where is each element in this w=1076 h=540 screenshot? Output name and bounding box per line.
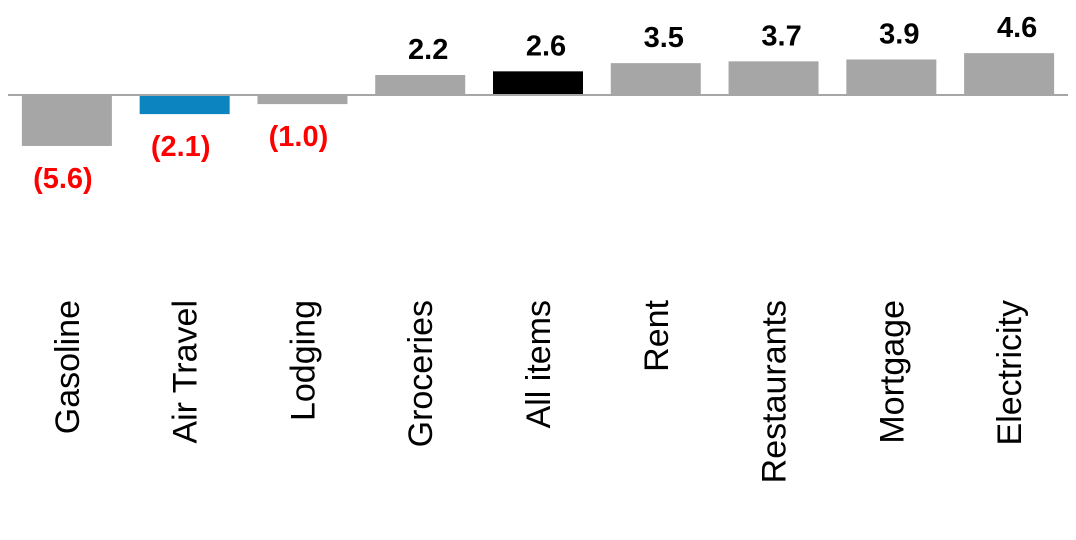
category-label: Mortgage — [873, 300, 911, 444]
category-label: Electricity — [991, 300, 1029, 445]
category-label: Groceries — [402, 300, 440, 447]
category-label: Restaurants — [756, 300, 794, 483]
category-label: All items — [520, 300, 558, 428]
category-label: Lodging — [284, 300, 322, 421]
value-label: 2.6 — [526, 30, 566, 62]
value-label: 2.2 — [408, 34, 448, 66]
category-label: Gasoline — [49, 300, 87, 434]
value-label: (1.0) — [269, 121, 329, 153]
bar-rent — [610, 63, 701, 95]
category-label: Air Travel — [167, 300, 205, 444]
bar-air-travel — [139, 95, 230, 115]
bar-restaurants — [728, 61, 819, 95]
bar-mortgage — [846, 59, 937, 95]
bar-electricity — [964, 53, 1055, 95]
value-labels-layer: (5.6) (2.1) (1.0) 2.2 2.6 3.5 3.7 3.9 4.6 — [33, 12, 1037, 195]
category-labels-layer: Gasoline Air Travel Lodging Groceries All it… — [49, 299, 1029, 483]
bar-lodging — [257, 95, 348, 105]
bar-gasoline — [21, 95, 112, 146]
bar-groceries — [375, 74, 466, 95]
value-label: 3.7 — [761, 20, 801, 52]
bars-layer — [21, 53, 1055, 146]
category-label: Rent — [638, 299, 676, 371]
bar-all-items — [493, 71, 583, 95]
value-label: 4.6 — [997, 12, 1037, 44]
value-label: (2.1) — [151, 131, 211, 163]
value-label: 3.5 — [644, 22, 684, 54]
value-label: 3.9 — [879, 19, 919, 51]
value-label: (5.6) — [33, 163, 93, 195]
